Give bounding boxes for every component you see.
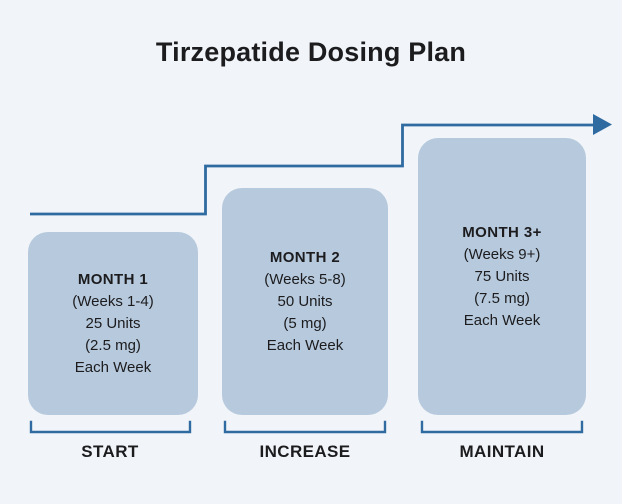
stage-label-increase: INCREASE	[259, 442, 351, 461]
phase-units: 50 Units	[277, 292, 333, 310]
phase-dose: (7.5 mg)	[474, 289, 530, 307]
stage-label-maintain: MAINTAIN	[459, 442, 545, 461]
stage-label-start: START	[81, 442, 139, 461]
phase-units: 25 Units	[85, 314, 141, 332]
phase-weeks: (Weeks 9+)	[463, 245, 541, 263]
step-up-arrow-line	[30, 123, 595, 216]
phase-heading: MONTH 1	[77, 270, 149, 288]
phase-weeks: (Weeks 1-4)	[72, 292, 154, 310]
phase-frequency: Each Week	[266, 336, 344, 354]
increase-bracket	[223, 420, 387, 434]
phase-heading: MONTH 2	[269, 248, 341, 266]
step-up-arrow-icon	[593, 114, 612, 135]
phase-dose: (2.5 mg)	[85, 336, 141, 354]
phase-heading: MONTH 3+	[462, 223, 542, 241]
phase-card-month-2: MONTH 2 (Weeks 5-8) 50 Units (5 mg) Each…	[222, 188, 388, 415]
phase-frequency: Each Week	[463, 311, 541, 329]
start-bracket	[29, 420, 192, 434]
maintain-bracket	[420, 420, 584, 434]
phase-dose: (5 mg)	[283, 314, 327, 332]
phase-weeks: (Weeks 5-8)	[264, 270, 346, 288]
phase-units: 75 Units	[474, 267, 530, 285]
page-title: Tirzepatide Dosing Plan	[155, 37, 467, 67]
phase-card-month-1: MONTH 1 (Weeks 1-4) 25 Units (2.5 mg) Ea…	[28, 232, 198, 415]
phase-card-month-3-plus: MONTH 3+ (Weeks 9+) 75 Units (7.5 mg) Ea…	[418, 138, 586, 415]
phase-frequency: Each Week	[74, 358, 152, 376]
